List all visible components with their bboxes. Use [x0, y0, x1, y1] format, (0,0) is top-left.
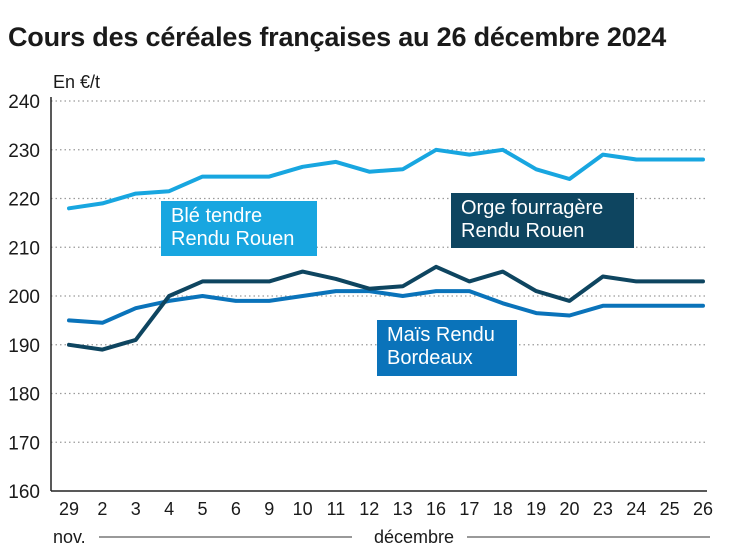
x-tick-label: 12 [359, 499, 379, 519]
series-line-orge-fourragere [67, 264, 705, 352]
legend-mais: Maïs Rendu Bordeaux [377, 320, 517, 376]
legend-ble-line-2: Rendu Rouen [171, 228, 295, 250]
legend-ble-line-1: Blé tendre [171, 205, 263, 227]
y-tick-label: 220 [8, 190, 40, 211]
legend-mais-line-1: Maïs Rendu [387, 324, 495, 346]
x-tick-label: 16 [426, 499, 446, 519]
y-tick-label: 240 [8, 92, 40, 113]
x-tick-label: 3 [131, 499, 141, 519]
legend-mais-line-2: Bordeaux [387, 347, 473, 369]
x-tick-label: 10 [293, 499, 313, 519]
y-tick-label: 230 [8, 141, 40, 162]
x-tick-label: 4 [164, 499, 174, 519]
x-tick-label: 26 [693, 499, 713, 519]
y-tick-label: 170 [8, 433, 40, 454]
x-tick-label: 25 [660, 499, 680, 519]
x-tick-label: 9 [264, 499, 274, 519]
legend-orge-line-2: Rendu Rouen [461, 220, 585, 242]
legend-orge-fourragere: Orge fourragère Rendu Rouen [451, 193, 634, 248]
month-label-nov: nov. [53, 527, 86, 547]
y-tick-label: 160 [8, 482, 40, 503]
y-tick-label: 210 [8, 238, 40, 259]
month-label-decembre: décembre [374, 527, 454, 547]
y-tick-label: 180 [8, 385, 40, 406]
x-tick-label: 5 [197, 499, 207, 519]
x-tick-label: 6 [231, 499, 241, 519]
series-line-mais [67, 289, 705, 325]
series-line-ble-tendre [67, 147, 705, 211]
x-tick-label: 24 [626, 499, 646, 519]
chart-title: Cours des céréales françaises au 26 déce… [8, 22, 667, 52]
x-tick-label: 29 [59, 499, 79, 519]
x-tick-label: 17 [459, 499, 479, 519]
y-tick-label: 190 [8, 336, 40, 357]
legend-orge-line-1: Orge fourragère [461, 197, 604, 219]
x-tick-label: 13 [393, 499, 413, 519]
x-tick-label: 11 [327, 499, 346, 519]
x-tick-label: 23 [593, 499, 613, 519]
x-tick-label: 18 [493, 499, 513, 519]
y-axis-unit-label: En €/t [53, 72, 101, 92]
legend-ble-tendre: Blé tendre Rendu Rouen [161, 201, 317, 256]
x-tick-label: 19 [526, 499, 546, 519]
x-tick-label: 2 [97, 499, 107, 519]
x-tick-label: 20 [560, 499, 580, 519]
y-tick-label: 200 [8, 287, 40, 308]
